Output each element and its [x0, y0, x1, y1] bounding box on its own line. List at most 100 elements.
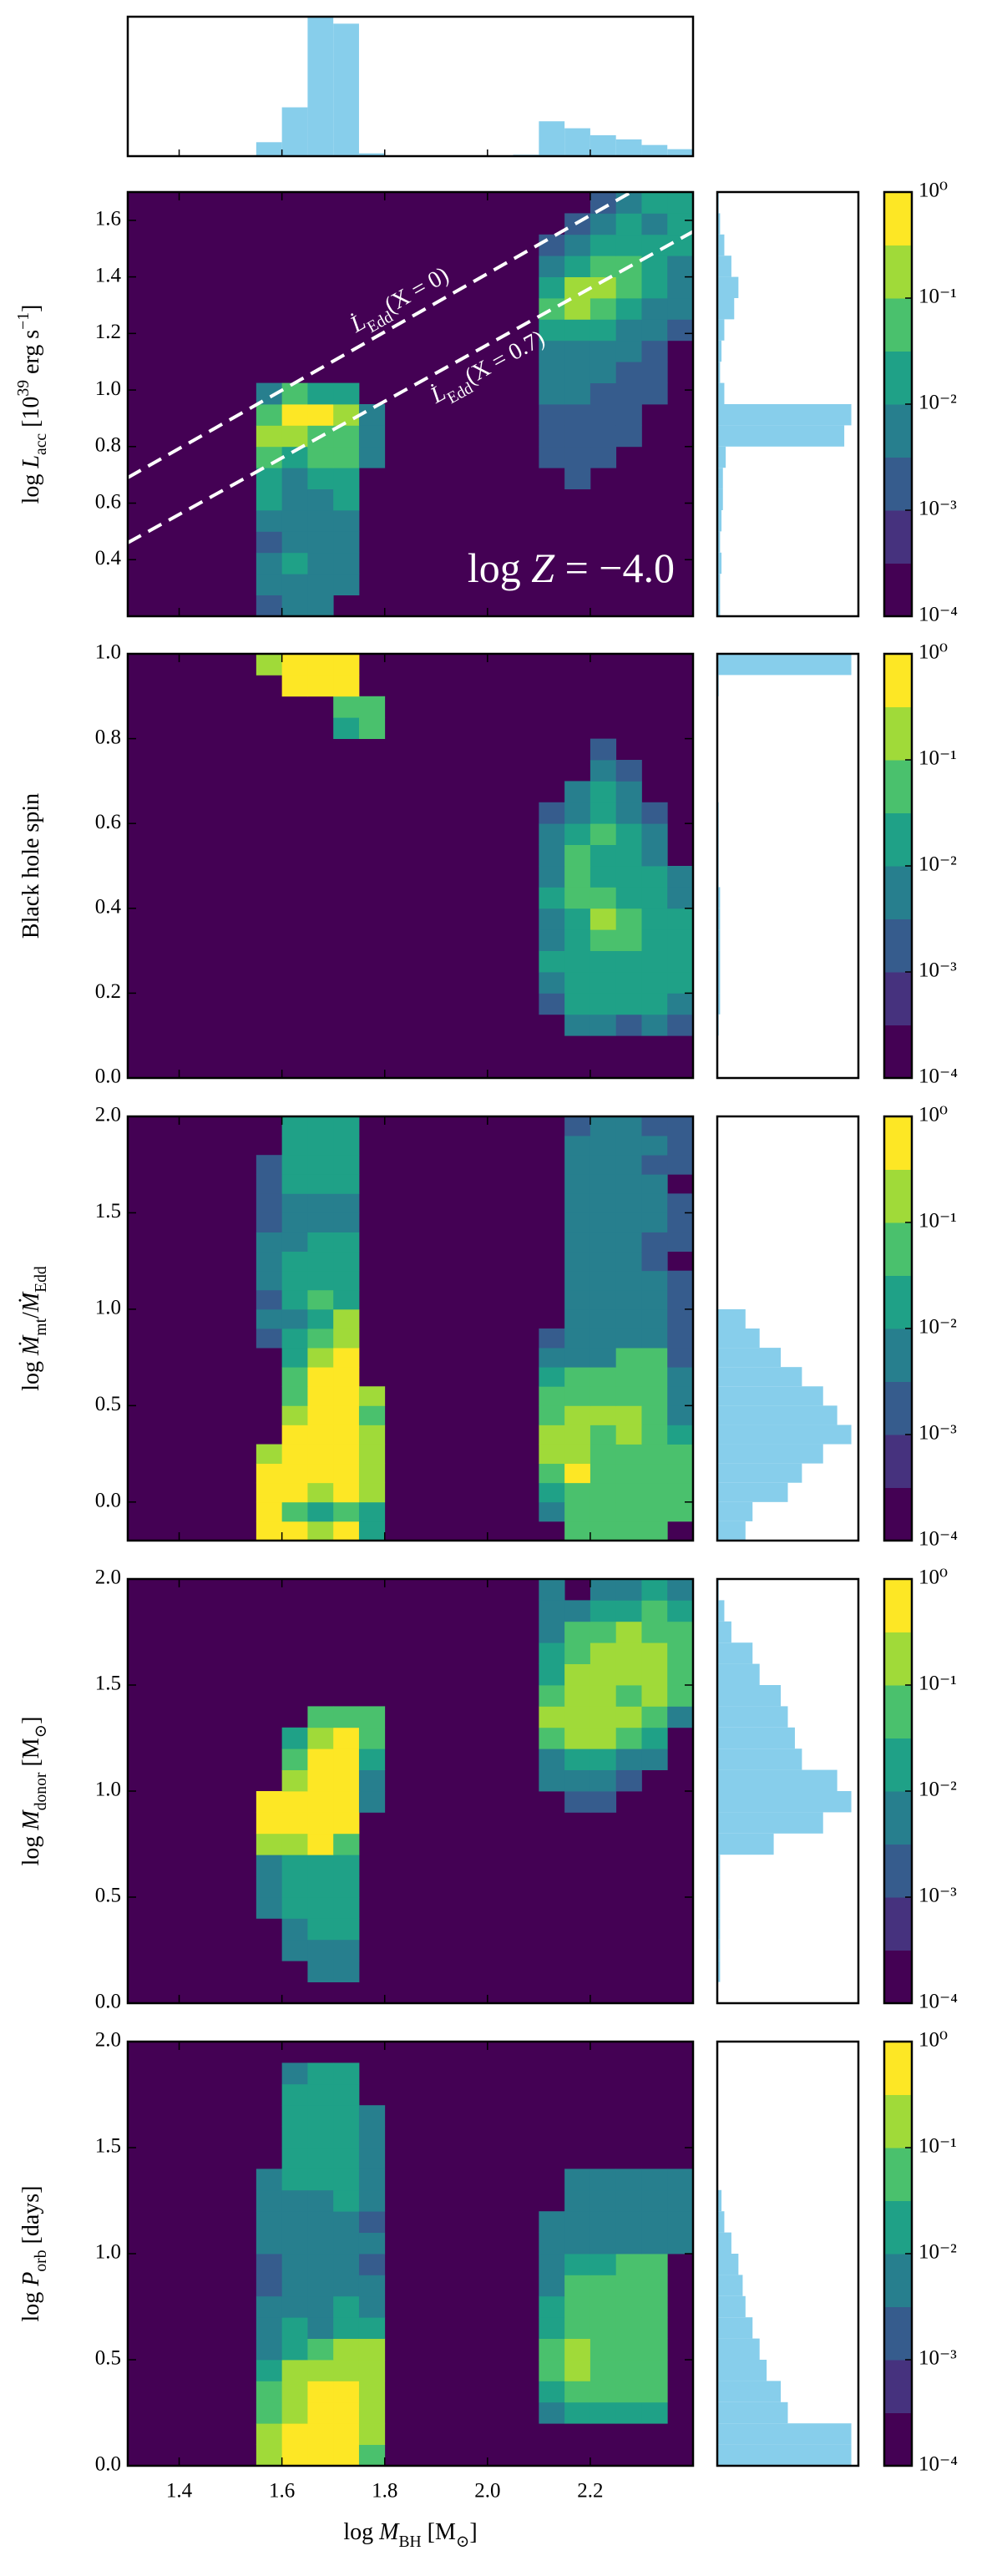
colorbar-frame	[883, 652, 913, 1080]
heat-cell	[333, 1232, 360, 1253]
heat-cell	[615, 1749, 642, 1770]
colorbar-tick-label: 10⁻⁴	[918, 1991, 958, 2013]
marginal-bar	[717, 1444, 823, 1464]
heat-cell	[564, 1386, 591, 1406]
heat-cell	[256, 2423, 283, 2445]
heat-cell	[615, 2232, 642, 2255]
heat-cell	[564, 887, 591, 909]
colorbar-swatch	[884, 812, 912, 867]
heat-cell	[539, 2317, 565, 2339]
colorbar-tick-label: 10⁰	[918, 2029, 948, 2052]
heat-cell	[539, 972, 565, 994]
heat-cell	[539, 1425, 565, 1445]
heat-cell	[256, 2275, 283, 2297]
heat-cell	[590, 2295, 617, 2318]
heat-cell	[590, 1116, 617, 1136]
heat-cell	[615, 1116, 642, 1136]
colorbar-swatch	[884, 1222, 912, 1276]
heat-cell	[615, 972, 642, 994]
heat-cell	[615, 1251, 642, 1272]
heat-cell	[307, 1521, 334, 1541]
heat-cell	[667, 2232, 694, 2255]
heat-cell	[333, 1812, 360, 1835]
heat-cell	[358, 1444, 386, 1465]
heat-cell	[333, 2126, 360, 2148]
heat-cell	[307, 1791, 334, 1813]
heat-cell	[281, 2062, 308, 2085]
heat-cell	[641, 319, 668, 342]
colorbar-swatch	[884, 1116, 912, 1170]
heat-cell	[281, 1833, 308, 1855]
heat-cell	[307, 2232, 334, 2255]
heat-cell	[539, 1706, 565, 1728]
y-tick-label: 2.0	[95, 1566, 121, 1589]
heat-cell	[564, 340, 591, 362]
heat-cell	[590, 2381, 617, 2403]
text-part: −1	[15, 312, 33, 330]
heat-cell	[590, 1193, 617, 1213]
colorbar-tick-label: 10⁻³	[918, 2347, 957, 2370]
heat-cell	[615, 844, 642, 867]
heat-cell	[615, 2211, 642, 2233]
heat-cell	[281, 2360, 308, 2381]
y-axis-label: log Lacc [1039 erg s−1]	[15, 305, 50, 504]
heat-cell	[564, 993, 591, 1015]
heat-cell	[641, 1014, 668, 1036]
text-part: P	[18, 2272, 44, 2287]
marginal-bar	[717, 1405, 838, 1425]
heat-cell	[333, 1833, 360, 1855]
heat-cell	[590, 781, 617, 803]
heat-cell	[281, 1918, 308, 1941]
y-tick-label: 0.4	[95, 896, 122, 919]
y-tick-label: 2.0	[95, 1104, 121, 1126]
heat-cell	[641, 823, 668, 845]
text-part: log	[468, 544, 531, 591]
heat-cell	[590, 1155, 617, 1175]
heat-cell	[333, 1897, 360, 1919]
heat-cell	[358, 2148, 386, 2169]
heat-cell	[307, 2126, 334, 2148]
colorbar-swatch	[884, 1685, 912, 1738]
marginal-bar	[717, 1521, 746, 1541]
hist-bar	[615, 139, 642, 156]
y-tick-label: 0.6	[95, 490, 121, 513]
colorbar-swatch	[884, 2094, 912, 2148]
heat-cell	[615, 1136, 642, 1156]
x-tick-label: 1.6	[269, 2480, 295, 2503]
heat-cell	[539, 298, 565, 320]
heat-cell	[641, 1663, 668, 1686]
marginal-bar	[717, 488, 723, 510]
heat-cell	[358, 2189, 386, 2212]
y-tick-label: 1.0	[95, 377, 121, 400]
heat-cell	[307, 1855, 334, 1876]
heat-cell	[333, 675, 360, 697]
heat-cell	[281, 1251, 308, 1272]
heat-cell	[256, 2444, 283, 2467]
heat-cell	[564, 1663, 591, 1686]
heat-cell	[615, 2275, 642, 2297]
heat-cell	[539, 1405, 565, 1425]
heat-cell	[539, 1749, 565, 1770]
y-tick-label: 1.5	[95, 1200, 121, 1222]
heat-cell	[307, 1405, 334, 1425]
heat-cell	[333, 1348, 360, 1368]
heat-cell	[539, 887, 565, 909]
heat-cell	[667, 192, 694, 214]
heat-cell	[539, 1727, 565, 1749]
heat-cell	[281, 1749, 308, 1770]
heat-cell	[358, 2360, 386, 2381]
heat-cell	[333, 1501, 360, 1522]
colorbar-swatch	[884, 866, 912, 919]
heat-cell	[590, 1444, 617, 1465]
heat-cell	[281, 1155, 308, 1175]
heat-cell	[281, 1386, 308, 1406]
heat-cell	[667, 1308, 694, 1329]
marginal-bar	[717, 298, 735, 320]
heat-cell	[307, 1939, 334, 1961]
heat-cell	[641, 950, 668, 973]
heat-cell	[590, 1600, 617, 1622]
y-tick-label: 0.0	[95, 1490, 121, 1512]
heat-cell	[615, 887, 642, 909]
colorbar-tick-label: 10⁻³	[918, 1885, 957, 1907]
heat-cell	[539, 1348, 565, 1368]
